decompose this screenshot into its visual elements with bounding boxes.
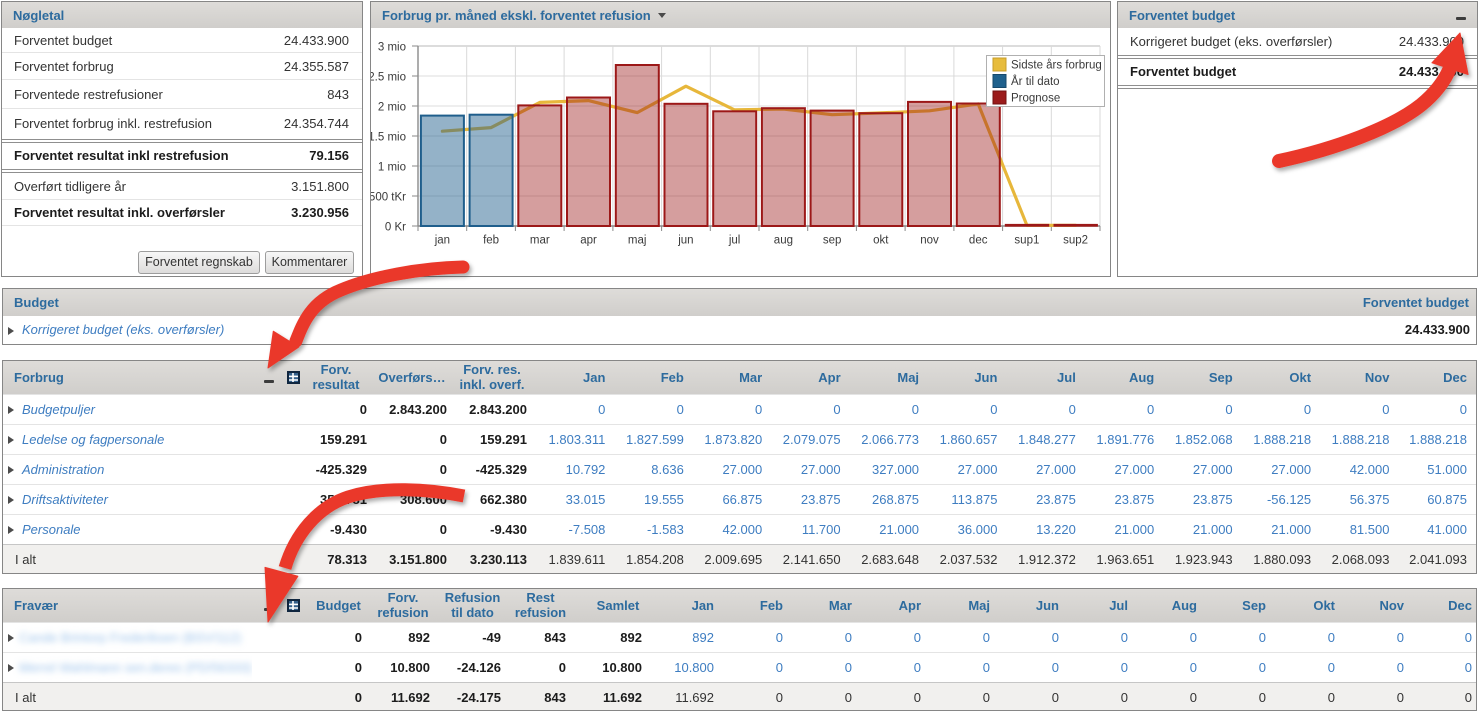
svg-text:jun: jun <box>677 235 693 247</box>
svg-text:sup1: sup1 <box>1014 235 1039 247</box>
svg-text:0 Kr: 0 Kr <box>385 222 406 234</box>
svg-text:okt: okt <box>873 235 889 247</box>
svg-text:Prognose: Prognose <box>1011 93 1060 105</box>
svg-text:1.5 mio: 1.5 mio <box>371 132 406 144</box>
svg-text:Sidste års forbrug: Sidste års forbrug <box>1011 60 1102 72</box>
svg-text:3 mio: 3 mio <box>378 42 406 54</box>
svg-text:jul: jul <box>728 235 741 247</box>
svg-text:apr: apr <box>580 235 597 247</box>
svg-text:År til dato: År til dato <box>1011 75 1060 88</box>
svg-text:maj: maj <box>628 235 647 247</box>
svg-text:sep: sep <box>823 235 842 247</box>
svg-text:sup2: sup2 <box>1063 235 1088 247</box>
svg-text:mar: mar <box>530 235 550 247</box>
svg-text:dec: dec <box>969 235 988 247</box>
svg-text:500 tKr: 500 tKr <box>371 192 406 204</box>
svg-text:jan: jan <box>434 235 450 247</box>
svg-text:nov: nov <box>920 235 939 247</box>
svg-text:2.5 mio: 2.5 mio <box>371 72 406 84</box>
svg-text:aug: aug <box>774 235 793 247</box>
svg-text:feb: feb <box>483 235 499 247</box>
svg-text:2 mio: 2 mio <box>378 102 406 114</box>
svg-text:1 mio: 1 mio <box>378 162 406 174</box>
